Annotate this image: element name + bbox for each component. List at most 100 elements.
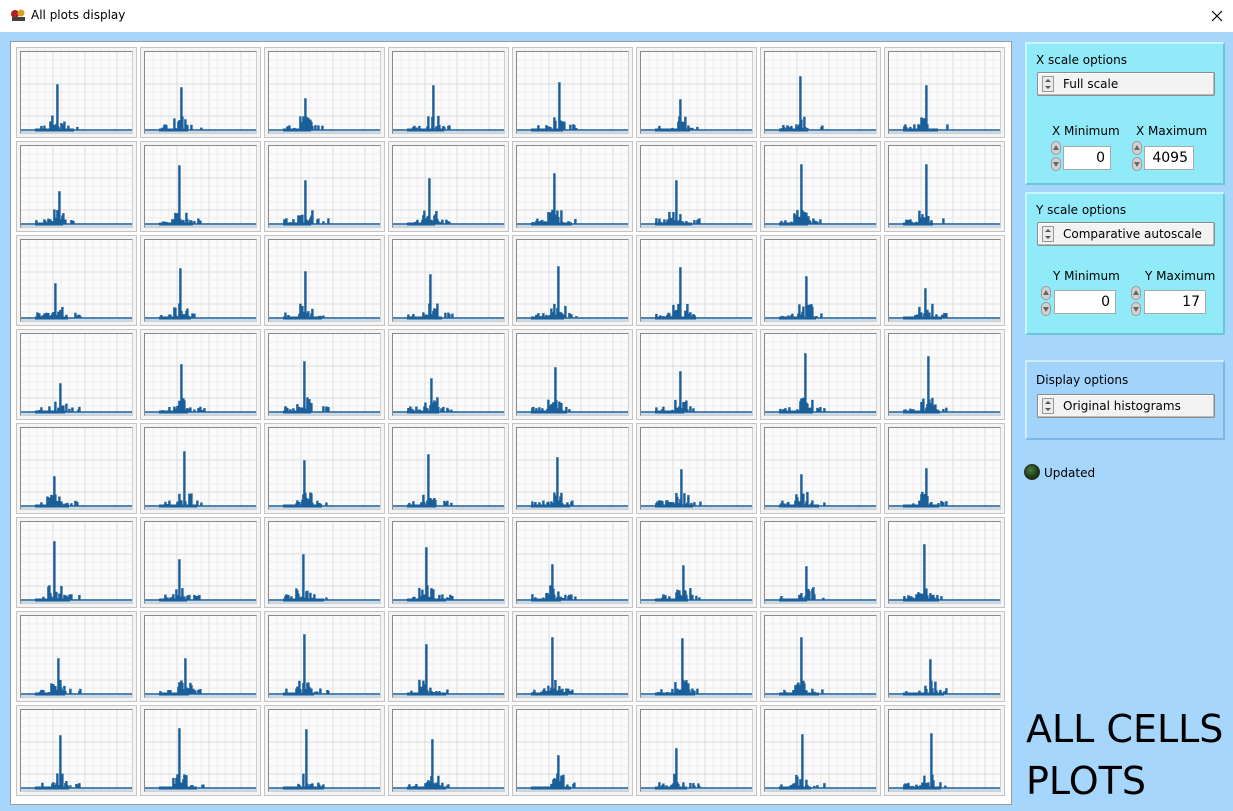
histogram-plot — [888, 51, 1001, 134]
histogram-cell — [760, 329, 881, 420]
histogram-graph — [393, 52, 504, 133]
histogram-plot — [640, 427, 753, 510]
histogram-plot — [516, 615, 629, 698]
histogram-plot — [888, 709, 1001, 792]
x-maximum-field[interactable]: 4095 — [1144, 146, 1194, 170]
display-options-panel: Display options Original histograms — [1025, 360, 1225, 440]
histogram-plot — [20, 427, 133, 510]
histogram-cell — [16, 423, 137, 514]
histogram-plot — [516, 427, 629, 510]
x-scale-dropdown[interactable]: Full scale — [1037, 72, 1215, 96]
histogram-cell — [264, 423, 385, 514]
y-maximum-field[interactable]: 17 — [1144, 290, 1206, 314]
histogram-cell — [884, 611, 1005, 702]
x-minimum-spinner[interactable] — [1051, 141, 1061, 171]
histogram-cell — [140, 423, 261, 514]
x-scale-mode: Full scale — [1063, 77, 1119, 91]
y-scale-mode: Comparative autoscale — [1063, 227, 1202, 241]
histogram-plot — [392, 51, 505, 134]
histogram-plot — [640, 615, 753, 698]
histogram-plot — [20, 239, 133, 322]
display-options-dropdown[interactable]: Original histograms — [1037, 394, 1215, 418]
histogram-cell — [884, 47, 1005, 138]
histogram-plot — [144, 427, 257, 510]
histogram-trace — [517, 367, 628, 413]
histogram-plot — [20, 521, 133, 604]
histogram-plot — [764, 709, 877, 792]
histogram-cell — [388, 329, 509, 420]
y-maximum-spinner[interactable] — [1131, 286, 1141, 316]
histogram-cell — [512, 47, 633, 138]
histogram-trace — [145, 728, 256, 789]
histogram-plot — [392, 145, 505, 228]
histogram-graph — [517, 240, 628, 321]
histogram-plot — [144, 239, 257, 322]
histogram-graph — [517, 616, 628, 697]
histogram-cell — [140, 705, 261, 796]
histogram-plot — [268, 615, 381, 698]
display-options-label: Display options — [1036, 373, 1129, 387]
histogram-graph — [517, 52, 628, 133]
histogram-trace — [517, 755, 628, 789]
histogram-cell — [16, 517, 137, 608]
histogram-graph — [517, 334, 628, 415]
histogram-plot — [144, 51, 257, 134]
histogram-trace — [889, 85, 1000, 131]
histogram-graph — [641, 146, 752, 227]
histogram-cell — [760, 235, 881, 326]
histogram-cell — [636, 235, 757, 326]
display-mode: Original histograms — [1063, 399, 1181, 413]
histogram-plot — [20, 333, 133, 416]
histogram-graph — [889, 146, 1000, 227]
histogram-graph — [889, 52, 1000, 133]
histogram-plot — [392, 333, 505, 416]
histogram-plot — [764, 333, 877, 416]
histogram-trace — [393, 378, 504, 413]
histogram-graph — [21, 52, 132, 133]
x-maximum-spinner[interactable] — [1132, 141, 1142, 171]
histogram-graph — [269, 240, 380, 321]
histogram-graph — [641, 710, 752, 791]
histogram-graph — [641, 522, 752, 603]
close-icon — [1211, 10, 1222, 22]
histogram-graph — [21, 710, 132, 791]
histogram-plot — [640, 709, 753, 792]
y-minimum-spinner[interactable] — [1041, 286, 1051, 316]
histogram-plot — [20, 145, 133, 228]
histogram-graph — [269, 522, 380, 603]
histogram-plot — [392, 239, 505, 322]
histogram-cell — [264, 329, 385, 420]
histogram-graph — [145, 240, 256, 321]
histogram-graph — [765, 146, 876, 227]
histogram-graph — [641, 616, 752, 697]
close-button[interactable] — [1200, 0, 1233, 32]
histogram-plot — [144, 333, 257, 416]
histogram-graph — [21, 334, 132, 415]
histogram-cell — [16, 235, 137, 326]
histogram-plot — [268, 239, 381, 322]
histogram-graph — [517, 710, 628, 791]
histogram-graph — [393, 334, 504, 415]
plots-grid — [10, 41, 1012, 805]
histogram-cell — [140, 235, 261, 326]
histogram-cell — [512, 611, 633, 702]
histogram-graph — [765, 522, 876, 603]
y-minimum-field[interactable]: 0 — [1054, 290, 1116, 314]
histogram-graph — [145, 146, 256, 227]
y-scale-dropdown[interactable]: Comparative autoscale — [1037, 222, 1215, 246]
histogram-plot — [888, 333, 1001, 416]
histogram-cell — [512, 141, 633, 232]
histogram-graph — [765, 240, 876, 321]
histogram-cell — [264, 611, 385, 702]
histogram-cell — [512, 329, 633, 420]
histogram-cell — [264, 517, 385, 608]
histogram-plot — [144, 709, 257, 792]
histogram-cell — [16, 329, 137, 420]
histogram-cell — [388, 47, 509, 138]
histogram-graph — [393, 616, 504, 697]
histogram-cell — [760, 423, 881, 514]
y-minimum-label: Y Minimum — [1053, 269, 1120, 283]
x-minimum-field[interactable]: 0 — [1063, 146, 1111, 170]
x-maximum-label: X Maximum — [1136, 124, 1208, 138]
banner-line-2: PLOTS — [1026, 759, 1146, 803]
